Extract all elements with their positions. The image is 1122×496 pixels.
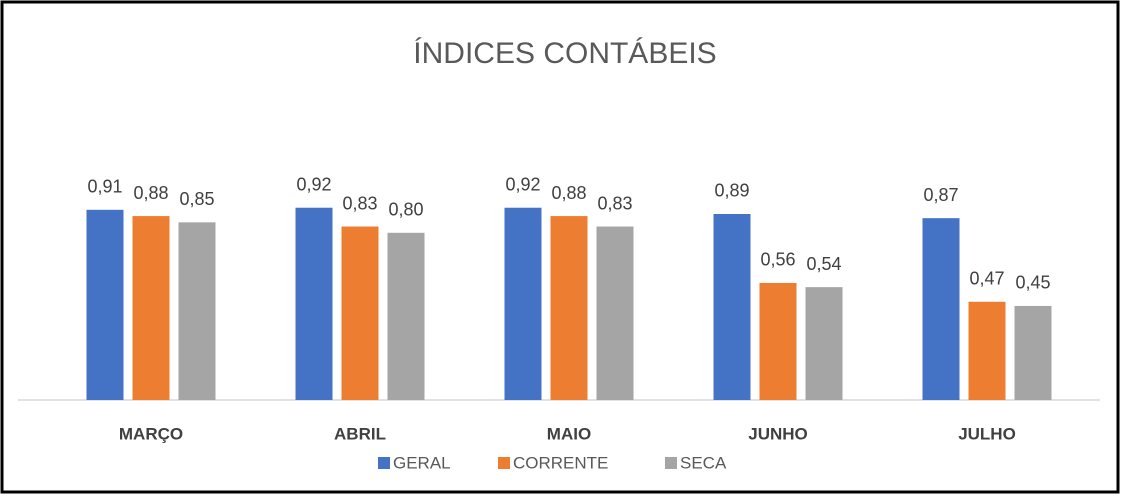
- bar: [759, 282, 797, 400]
- data-label: 0,83: [597, 193, 632, 213]
- legend-label: SECA: [680, 453, 727, 472]
- bar: [805, 287, 843, 400]
- data-label: 0,88: [133, 183, 168, 203]
- data-label: 0,56: [760, 250, 795, 270]
- x-tick-label: JULHO: [958, 424, 1016, 443]
- data-label: 0,91: [87, 177, 122, 197]
- legend-label: CORRENTE: [513, 453, 608, 472]
- bar: [1014, 305, 1052, 400]
- data-label: 0,88: [551, 183, 586, 203]
- legend-label: GERAL: [393, 453, 451, 472]
- legend-swatch: [378, 457, 390, 469]
- data-label: 0,92: [296, 174, 331, 194]
- x-tick-label: JUNHO: [748, 424, 808, 443]
- x-tick-label: MARÇO: [119, 424, 183, 443]
- bar: [86, 209, 124, 400]
- bar: [387, 232, 425, 400]
- data-label: 0,83: [342, 193, 377, 213]
- bar: [713, 213, 751, 400]
- bar: [596, 226, 634, 400]
- legend-swatch: [498, 457, 510, 469]
- bar: [341, 226, 379, 400]
- bar: [178, 222, 216, 400]
- data-label: 0,47: [969, 269, 1004, 289]
- data-label: 0,80: [388, 200, 423, 220]
- data-label: 0,89: [714, 181, 749, 201]
- x-tick-label: ABRIL: [334, 424, 386, 443]
- bar: [504, 207, 542, 400]
- bar: [550, 216, 588, 400]
- data-label: 0,92: [505, 174, 540, 194]
- data-label: 0,87: [923, 185, 958, 205]
- bar: [132, 216, 170, 400]
- data-label: 0,45: [1015, 273, 1050, 293]
- data-label: 0,54: [806, 254, 841, 274]
- x-tick-label: MAIO: [547, 424, 591, 443]
- legend-swatch: [665, 457, 677, 469]
- bar: [922, 218, 960, 400]
- data-label: 0,85: [179, 189, 214, 209]
- bar: [968, 301, 1006, 400]
- bar: [295, 207, 333, 400]
- chart-title: ÍNDICES CONTÁBEIS: [413, 37, 716, 70]
